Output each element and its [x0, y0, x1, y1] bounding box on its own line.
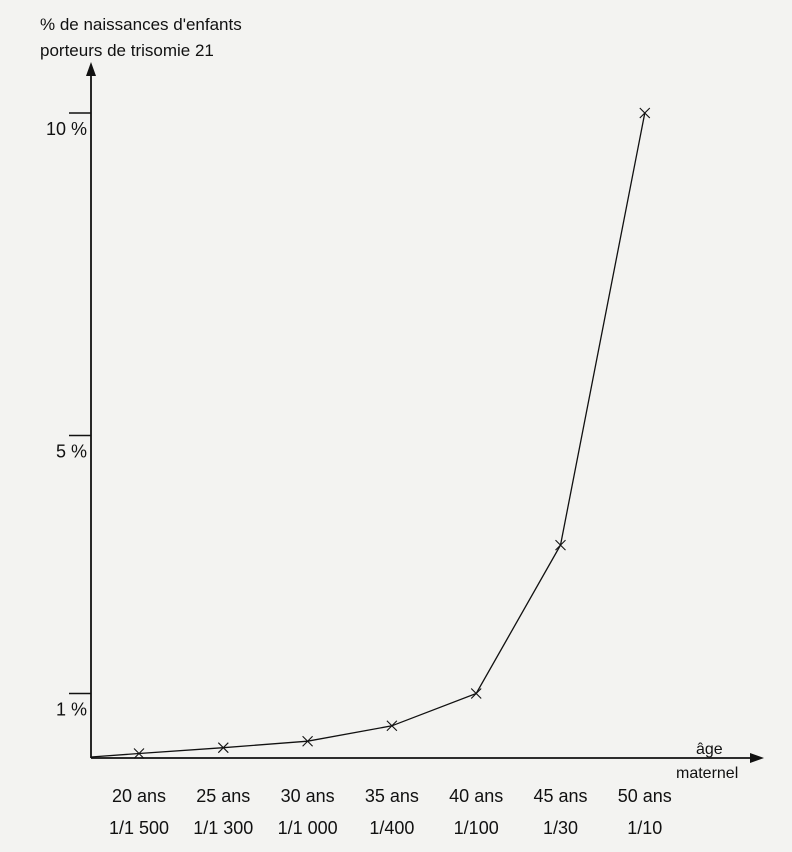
y-axis-arrow [86, 62, 96, 76]
x-category-age: 40 ans [449, 786, 503, 806]
x-axis-title-line-2: maternel [676, 765, 738, 782]
y-tick-label: 5 % [56, 442, 87, 462]
x-category-ratio: 1/400 [369, 818, 414, 838]
plot-area [90, 107, 651, 759]
y-axis-title: % de naissances d'enfants porteurs de tr… [40, 15, 242, 60]
x-categories: 20 ans 1/1 500 25 ans 1/1 300 30 ans 1/1 000 3… [109, 786, 672, 838]
series-line [90, 112, 646, 758]
data-point-marker [470, 688, 482, 699]
data-point-marker [386, 720, 398, 732]
x-axis-title: âge maternel [676, 741, 738, 782]
x-category-ratio: 1/1 300 [193, 818, 253, 838]
y-axis-title-line-2: porteurs de trisomie 21 [40, 41, 214, 60]
data-point-marker [302, 735, 313, 747]
x-category-age: 20 ans [112, 786, 166, 806]
y-axis-title-line-1: % de naissances d'enfants [40, 15, 242, 34]
x-category-age: 45 ans [533, 786, 587, 806]
x-category-ratio: 1/1 000 [278, 818, 338, 838]
x-category-age: 30 ans [281, 786, 335, 806]
x-category-age: 50 ans [618, 786, 672, 806]
data-point-marker [639, 107, 651, 119]
data-point-marker [555, 539, 566, 551]
y-tick-label: 10 % [46, 119, 87, 139]
x-category-age: 35 ans [365, 786, 419, 806]
data-point-marker [133, 748, 145, 759]
y-ticks: 1 % 5 % 10 % [46, 112, 91, 720]
x-axis-title-line-1: âge [696, 741, 723, 758]
x-axis-arrow [750, 753, 764, 763]
x-category-ratio: 1/30 [543, 818, 578, 838]
y-tick-label: 1 % [56, 700, 87, 720]
data-point-marker [217, 742, 229, 754]
x-category-ratio: 1/100 [454, 818, 499, 838]
x-category-age: 25 ans [196, 786, 250, 806]
x-category-ratio: 1/1 500 [109, 818, 169, 838]
x-category-ratio: 1/10 [627, 818, 662, 838]
